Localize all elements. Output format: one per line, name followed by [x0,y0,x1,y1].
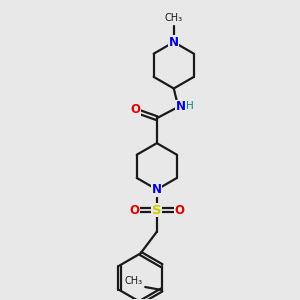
Text: H: H [186,101,194,111]
Text: O: O [174,204,184,217]
Text: O: O [130,103,140,116]
Text: CH₃: CH₃ [165,14,183,23]
Text: N: N [176,100,186,113]
Text: N: N [169,36,179,49]
Text: CH₃: CH₃ [125,275,143,286]
Text: O: O [129,204,139,217]
Text: S: S [152,204,162,217]
Text: N: N [152,183,162,196]
